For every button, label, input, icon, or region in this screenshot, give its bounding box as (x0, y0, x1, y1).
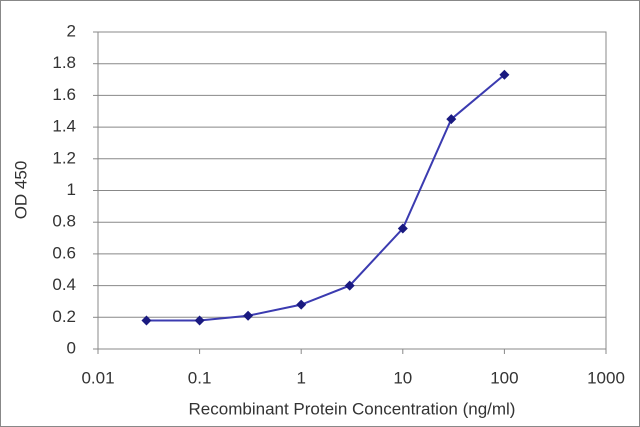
y-tick-label: 1.6 (52, 85, 76, 104)
y-tick-label: 1.2 (52, 148, 76, 167)
y-tick-label: 1.8 (52, 53, 76, 72)
data-line (146, 74, 506, 322)
y-tick-label: 1.4 (52, 117, 76, 136)
x-tick-label: 0.1 (188, 368, 212, 387)
data-point (296, 299, 307, 310)
x-axis-label: Recombinant Protein Concentration (ng/ml… (189, 399, 516, 418)
y-tick-label: 0.4 (52, 275, 76, 294)
y-tick-label: 0 (67, 338, 76, 357)
y-tick-label: 0.2 (52, 307, 76, 326)
y-tick-label: 0.6 (52, 243, 76, 262)
data-point (499, 69, 510, 80)
y-tick-label: 0.8 (52, 212, 76, 231)
x-tick-label: 10 (393, 368, 412, 387)
data-point (397, 223, 408, 234)
data-point (141, 315, 152, 326)
data-point (243, 310, 254, 321)
x-tick-label: 0.01 (81, 368, 114, 387)
y-tick-label: 2 (67, 21, 76, 40)
x-tick-label: 1000 (587, 368, 625, 387)
y-axis-label: OD 450 (11, 161, 30, 220)
x-tick-label: 100 (490, 368, 518, 387)
y-tick-label: 1 (67, 180, 76, 199)
x-tick-label: 1 (296, 368, 305, 387)
data-point (194, 315, 205, 326)
data-point (344, 280, 355, 291)
data-point (446, 114, 457, 125)
